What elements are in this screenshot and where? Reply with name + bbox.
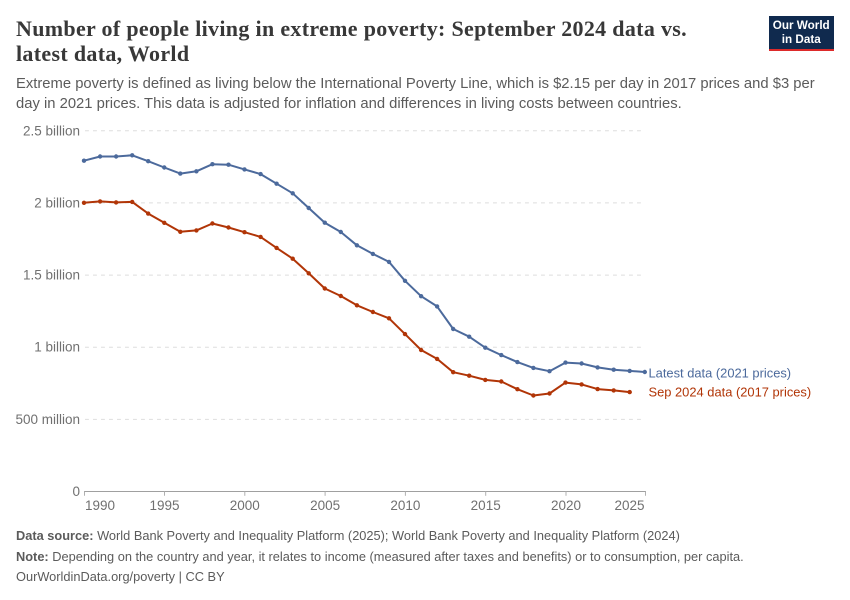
svg-text:500 million: 500 million (15, 412, 80, 427)
svg-text:2005: 2005 (310, 498, 340, 513)
svg-text:Latest data (2021 prices): Latest data (2021 prices) (649, 365, 792, 380)
svg-text:0: 0 (72, 484, 80, 499)
svg-text:1990: 1990 (85, 498, 115, 513)
svg-text:1995: 1995 (149, 498, 179, 513)
svg-text:1 billion: 1 billion (34, 340, 80, 355)
svg-text:Sep 2024 data (2017 prices): Sep 2024 data (2017 prices) (649, 385, 812, 400)
svg-text:1.5 billion: 1.5 billion (23, 268, 80, 283)
svg-text:2.5 billion: 2.5 billion (23, 123, 80, 138)
svg-text:2000: 2000 (230, 498, 260, 513)
svg-text:2010: 2010 (390, 498, 420, 513)
svg-text:2020: 2020 (551, 498, 581, 513)
svg-text:2015: 2015 (471, 498, 501, 513)
svg-text:2025: 2025 (614, 498, 644, 513)
svg-text:2 billion: 2 billion (34, 195, 80, 210)
